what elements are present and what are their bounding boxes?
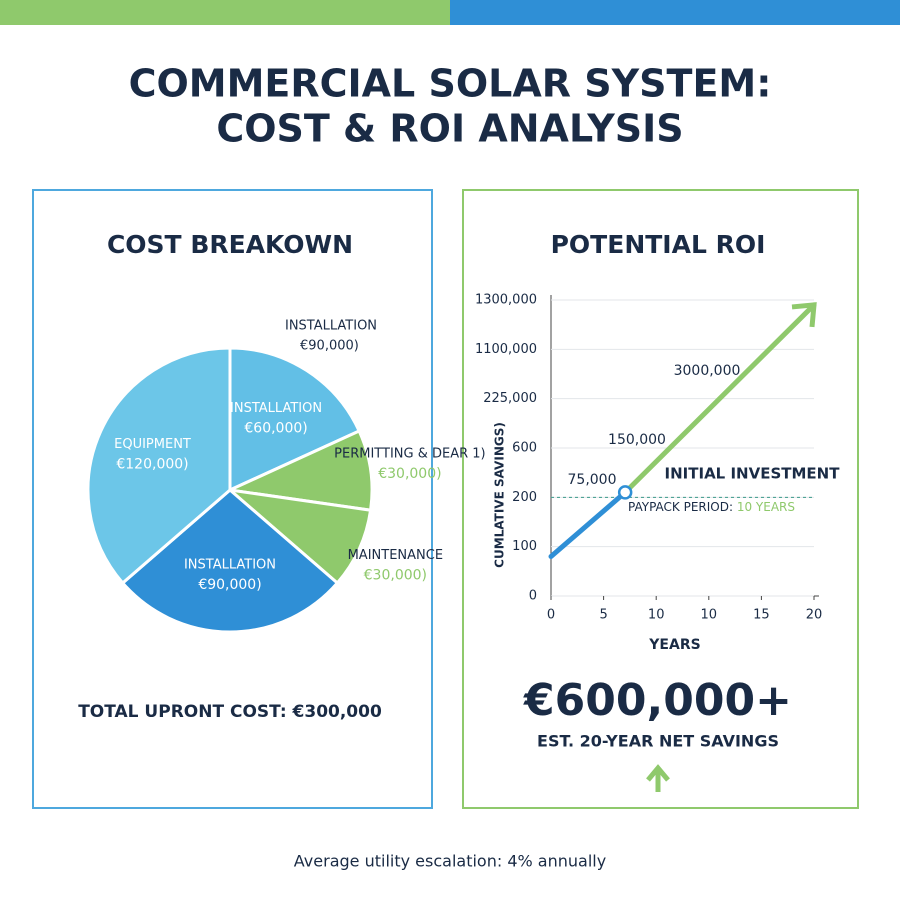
slice-label: INSTALLATION [230, 401, 322, 416]
y-tick-label: 225,000 [483, 391, 537, 406]
slice-value: €30,000) [378, 466, 441, 482]
slice-label: MAINTENANCE [348, 548, 443, 563]
slice-label: PERMITTING & DEAR 1) [334, 447, 485, 462]
payback-point [617, 485, 633, 500]
big-number: €600,000+ [523, 675, 792, 726]
slice-label: INSTALLATION [184, 558, 276, 573]
point-label: 3000,000 [674, 363, 741, 379]
title: COMMERCIAL SOLAR SYSTEM: [129, 62, 772, 106]
pie-slice [228, 346, 362, 493]
x-tick-label: 15 [753, 608, 770, 623]
x-tick-label: 10 [648, 608, 665, 623]
point-label: 75,000 [568, 472, 617, 488]
threshold-label: INITIAL INVESTMENT [665, 465, 841, 483]
x-axis-label: YEARS [648, 637, 700, 653]
title: COST & ROI ANALYSIS [216, 107, 683, 151]
x-tick-label: 10 [701, 608, 718, 623]
roi-panel [462, 189, 859, 809]
total-cost: TOTAL UPRONT COST: €300,000 [78, 702, 382, 722]
slice-value: €90,000) [198, 577, 261, 593]
big-caption: EST. 20-YEAR NET SAVINGS [537, 732, 779, 751]
top-bar-green [0, 0, 450, 25]
slice-value: €60,000) [244, 420, 307, 436]
x-tick-label: 0 [547, 608, 555, 623]
payback-label: PAYPACK PERIOD: 10 YEARS [628, 500, 795, 514]
payback-value: 10 YEARS [737, 500, 795, 514]
payback-text: PAYPACK PERIOD: [628, 500, 737, 514]
slice-label: EQUIPMENT [114, 437, 191, 452]
y-tick-label: 100 [512, 539, 537, 554]
annotation: INSTALLATION [285, 319, 377, 334]
pie-slice [86, 346, 232, 586]
footer: Average utility escalation: 4% annually [294, 852, 606, 871]
y-tick-label: 200 [512, 490, 537, 505]
pie-slice [225, 487, 373, 586]
y-axis-label: CUMLATIVE SAVINGS) [493, 422, 507, 568]
arrow-head [791, 302, 817, 328]
pie-slice [224, 429, 374, 512]
up-arrow [646, 764, 670, 792]
pie-slice [120, 488, 340, 634]
x-tick-label: 20 [806, 608, 823, 623]
panel-title: COST BREAKOWN [107, 230, 353, 259]
y-tick-label: 1300,000 [475, 293, 537, 308]
line-series [622, 302, 817, 495]
x-tick-label: 5 [599, 608, 607, 623]
y-tick-label: 0 [529, 589, 537, 604]
y-tick-label: 600 [512, 441, 537, 456]
top-bar-blue [450, 0, 900, 25]
slice-value: €30,000) [364, 568, 427, 584]
point-label: 150,000 [608, 432, 666, 448]
cost-panel [32, 189, 433, 809]
y-tick-label: 1100,000 [475, 342, 537, 357]
panel-title: POTENTIAL ROI [551, 230, 766, 259]
slice-value: €120,000) [116, 457, 188, 473]
annotation: €90,000) [300, 339, 359, 354]
line-series [548, 489, 628, 560]
